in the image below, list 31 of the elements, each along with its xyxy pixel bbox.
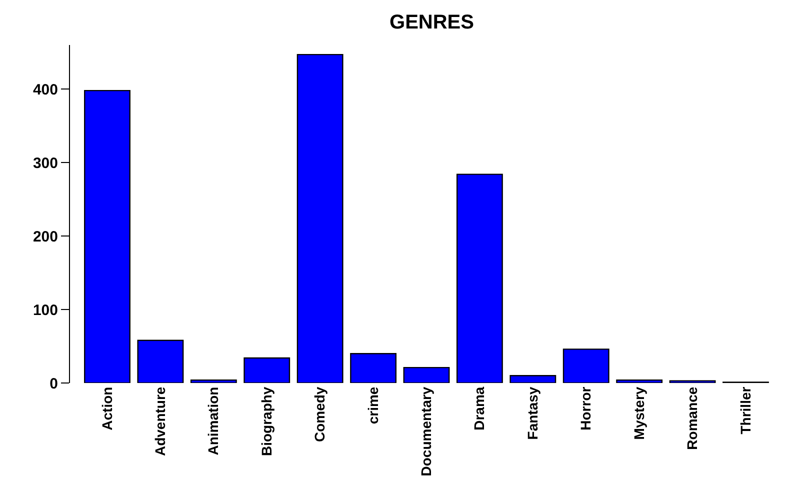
bar [510, 375, 556, 383]
x-tick-label: Mystery [630, 386, 647, 440]
chart-title: GENRES [390, 12, 474, 34]
bar [403, 366, 450, 383]
bar [562, 348, 610, 383]
x-tick-label: Biography [258, 386, 274, 456]
bar [350, 353, 396, 383]
y-tick-label: 300 [32, 154, 58, 172]
x-tick-label: Documentary [418, 386, 434, 476]
bar [616, 379, 663, 383]
x-tick-label: Romance [684, 386, 700, 450]
x-tick-label: Adventure [152, 386, 168, 456]
bar [244, 357, 290, 383]
x-tick-label: Horror [578, 386, 594, 430]
x-tick-label: Action [98, 386, 115, 430]
x-tick-label: crime [364, 386, 381, 424]
bar [84, 90, 130, 383]
bar [190, 379, 237, 383]
x-tick-label: Drama [471, 386, 488, 430]
bar [669, 380, 716, 383]
bar [137, 340, 184, 383]
x-tick-label: Thriller [737, 386, 754, 434]
y-tick-label: 0 [50, 375, 58, 392]
bar [456, 174, 503, 383]
x-tick-label: Animation [205, 386, 222, 456]
y-tick-label: 100 [32, 302, 58, 319]
y-tick-label: 200 [32, 228, 58, 246]
x-tick-label: Fantasy [524, 386, 540, 440]
bar [296, 54, 344, 383]
x-tick-label: Comedy [312, 386, 328, 442]
y-tick-label: 400 [32, 81, 58, 98]
